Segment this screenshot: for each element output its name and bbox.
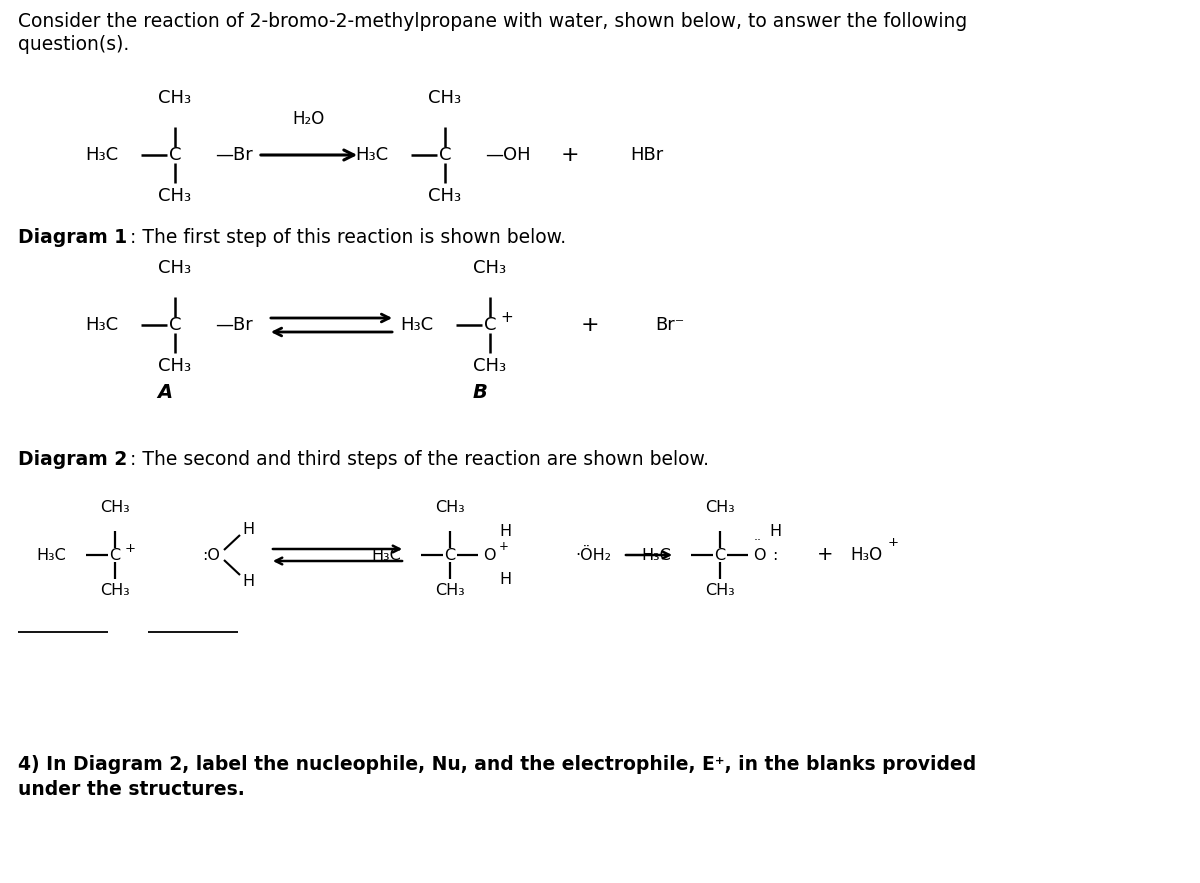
- Text: H: H: [499, 571, 511, 586]
- Text: CH₃: CH₃: [100, 583, 130, 598]
- Text: under the structures.: under the structures.: [18, 780, 245, 799]
- Text: C: C: [439, 146, 451, 164]
- Text: Diagram 2: Diagram 2: [18, 450, 127, 469]
- Text: C: C: [109, 547, 120, 562]
- Text: C: C: [444, 547, 456, 562]
- Text: CH₃: CH₃: [428, 89, 462, 107]
- Text: +: +: [581, 315, 599, 335]
- Text: Br⁻: Br⁻: [655, 316, 684, 334]
- Text: C: C: [169, 146, 181, 164]
- Text: B: B: [473, 383, 487, 402]
- Text: CH₃: CH₃: [436, 583, 464, 598]
- Text: CH₃: CH₃: [436, 500, 464, 515]
- Text: C: C: [714, 547, 726, 562]
- Text: 4) In Diagram 2, label the nucleophile, Nu, and the electrophile, E⁺, in the bla: 4) In Diagram 2, label the nucleophile, …: [18, 755, 977, 774]
- Text: O: O: [484, 547, 496, 562]
- Text: CH₃: CH₃: [158, 259, 192, 277]
- Text: : The first step of this reaction is shown below.: : The first step of this reaction is sho…: [130, 228, 566, 247]
- Text: +: +: [125, 541, 136, 555]
- Text: H: H: [499, 524, 511, 539]
- Text: H₃C: H₃C: [36, 547, 66, 562]
- Text: —Br: —Br: [215, 316, 253, 334]
- Text: CH₃: CH₃: [706, 500, 734, 515]
- Text: +: +: [500, 310, 512, 324]
- Text: H₃C: H₃C: [85, 146, 118, 164]
- Text: +: +: [499, 540, 509, 554]
- Text: H₃C: H₃C: [641, 547, 671, 562]
- Text: CH₃: CH₃: [100, 500, 130, 515]
- Text: CH₃: CH₃: [474, 259, 506, 277]
- Text: H₃C: H₃C: [355, 146, 388, 164]
- Text: ··: ··: [754, 534, 762, 547]
- Text: Consider the reaction of 2-bromo-2-methylpropane with water, shown below, to ans: Consider the reaction of 2-bromo-2-methy…: [18, 12, 967, 31]
- Text: C: C: [484, 316, 497, 334]
- Text: —Br: —Br: [215, 146, 253, 164]
- Text: : The second and third steps of the reaction are shown below.: : The second and third steps of the reac…: [130, 450, 709, 469]
- Text: H₂O: H₂O: [293, 110, 325, 128]
- Text: CH₃: CH₃: [706, 583, 734, 598]
- Text: question(s).: question(s).: [18, 35, 130, 54]
- Text: +: +: [888, 537, 899, 549]
- Text: ·ÖH₂: ·ÖH₂: [575, 547, 611, 562]
- Text: H₃C: H₃C: [371, 547, 401, 562]
- Text: Diagram 1: Diagram 1: [18, 228, 127, 247]
- Text: :: :: [772, 547, 778, 562]
- Text: :O: :O: [202, 547, 220, 562]
- Text: CH₃: CH₃: [474, 357, 506, 375]
- Text: H: H: [242, 573, 254, 588]
- Text: H₃C: H₃C: [85, 316, 118, 334]
- Text: H₃O: H₃O: [850, 546, 882, 564]
- Text: O: O: [754, 547, 766, 562]
- Text: —OH: —OH: [485, 146, 530, 164]
- Text: H: H: [769, 524, 781, 539]
- Text: HBr: HBr: [630, 146, 664, 164]
- Text: CH₃: CH₃: [158, 89, 192, 107]
- Text: +: +: [560, 145, 580, 165]
- Text: CH₃: CH₃: [158, 357, 192, 375]
- Text: CH₃: CH₃: [428, 187, 462, 205]
- Text: H₃C: H₃C: [400, 316, 433, 334]
- Text: +: +: [817, 546, 833, 564]
- Text: CH₃: CH₃: [158, 187, 192, 205]
- Text: H: H: [242, 522, 254, 537]
- Text: A: A: [157, 383, 173, 402]
- Text: C: C: [169, 316, 181, 334]
